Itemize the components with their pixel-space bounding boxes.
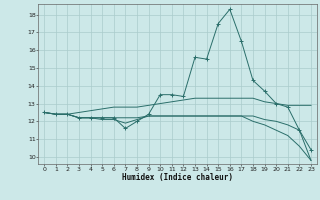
X-axis label: Humidex (Indice chaleur): Humidex (Indice chaleur) <box>122 173 233 182</box>
